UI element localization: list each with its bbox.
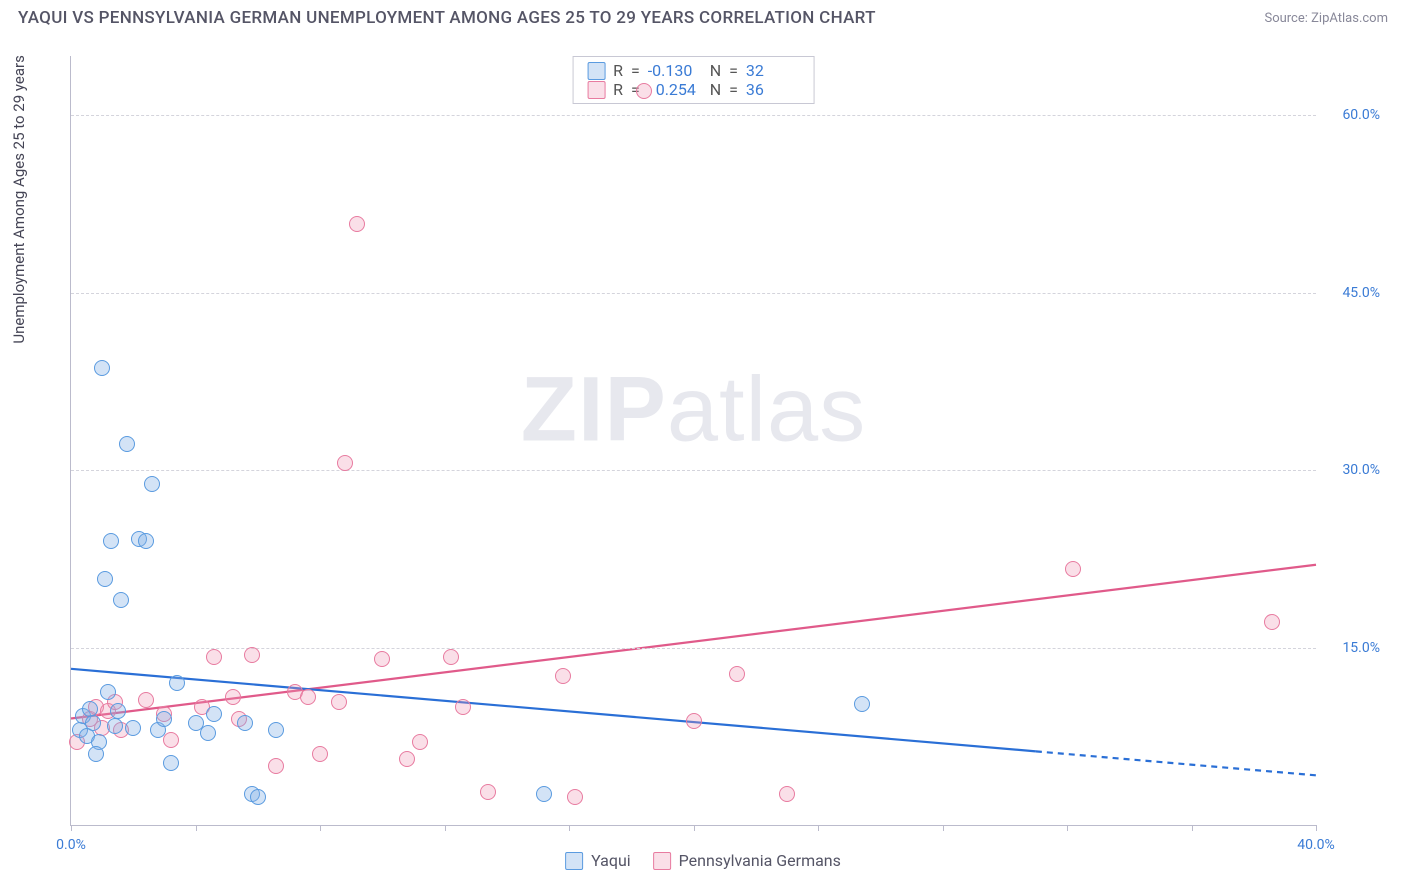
scatter-point: [200, 725, 216, 741]
scatter-point: [536, 786, 552, 802]
r-value-penn: 0.254: [648, 80, 702, 99]
y-axis-label: Unemployment Among Ages 25 to 29 years: [10, 55, 28, 343]
scatter-point: [1264, 614, 1280, 630]
scatter-point: [331, 694, 347, 710]
legend-item-yaqui: Yaqui: [565, 851, 631, 870]
trend-line: [1036, 751, 1316, 775]
scatter-point: [455, 699, 471, 715]
gridline: [71, 470, 1316, 471]
scatter-point: [138, 533, 154, 549]
scatter-point: [250, 789, 266, 805]
scatter-point: [374, 651, 390, 667]
scatter-point: [729, 666, 745, 682]
scatter-point: [312, 746, 328, 762]
scatter-point: [107, 718, 123, 734]
y-tick-label: 60.0%: [1322, 107, 1380, 123]
chart-container: Unemployment Among Ages 25 to 29 years Z…: [18, 44, 1388, 874]
scatter-point: [349, 216, 365, 232]
legend-label-yaqui: Yaqui: [591, 851, 631, 870]
stats-row-yaqui: R = -0.130 N = 32: [587, 61, 800, 80]
x-tick: [71, 825, 72, 831]
swatch-yaqui-icon: [587, 62, 605, 80]
r-value-yaqui: -0.130: [648, 61, 702, 80]
x-tick: [445, 825, 446, 831]
y-tick-label: 30.0%: [1322, 462, 1380, 478]
n-label: N: [710, 61, 721, 80]
scatter-point: [300, 689, 316, 705]
r-label: R: [613, 61, 623, 80]
scatter-point: [206, 649, 222, 665]
stats-legend-box: R = -0.130 N = 32 R = 0.254 N = 36: [572, 56, 815, 104]
scatter-point: [854, 696, 870, 712]
scatter-point: [110, 703, 126, 719]
scatter-point: [779, 786, 795, 802]
n-value-yaqui: 32: [746, 61, 800, 80]
x-tick: [1192, 825, 1193, 831]
scatter-point: [138, 692, 154, 708]
x-tick: [1067, 825, 1068, 831]
scatter-point: [1065, 561, 1081, 577]
x-tick: [196, 825, 197, 831]
scatter-point: [94, 360, 110, 376]
scatter-point: [225, 689, 241, 705]
watermark: ZIPatlas: [521, 357, 866, 462]
x-tick: [818, 825, 819, 831]
scatter-point: [103, 533, 119, 549]
scatter-point: [268, 722, 284, 738]
scatter-point: [480, 784, 496, 800]
scatter-point: [244, 647, 260, 663]
scatter-point: [206, 706, 222, 722]
swatch-penn-icon: [587, 81, 605, 99]
scatter-point: [156, 711, 172, 727]
scatter-point: [100, 684, 116, 700]
x-tick-label: 40.0%: [1297, 837, 1335, 853]
scatter-point: [125, 720, 141, 736]
gridline: [71, 115, 1316, 116]
scatter-point: [113, 592, 129, 608]
scatter-point: [555, 668, 571, 684]
x-tick-label: 0.0%: [56, 837, 86, 853]
scatter-point: [169, 675, 185, 691]
x-tick: [943, 825, 944, 831]
x-tick: [694, 825, 695, 831]
gridline: [71, 293, 1316, 294]
scatter-point: [163, 755, 179, 771]
scatter-point: [85, 715, 101, 731]
scatter-point: [399, 751, 415, 767]
scatter-point: [337, 455, 353, 471]
legend-label-penn: Pennsylvania Germans: [679, 851, 841, 870]
scatter-point: [97, 571, 113, 587]
gridline: [71, 648, 1316, 649]
scatter-point: [412, 734, 428, 750]
legend-item-penn: Pennsylvania Germans: [653, 851, 841, 870]
scatter-point: [119, 436, 135, 452]
x-tick: [569, 825, 570, 831]
scatter-point: [443, 649, 459, 665]
x-tick: [320, 825, 321, 831]
scatter-point: [88, 746, 104, 762]
trend-lines-layer: [71, 56, 1316, 825]
chart-title: YAQUI VS PENNSYLVANIA GERMAN UNEMPLOYMEN…: [18, 8, 876, 28]
swatch-penn-icon: [653, 852, 671, 870]
y-tick-label: 45.0%: [1322, 285, 1380, 301]
trend-line: [71, 565, 1316, 719]
scatter-point: [144, 476, 160, 492]
swatch-yaqui-icon: [565, 852, 583, 870]
x-tick: [1316, 825, 1317, 831]
scatter-point: [636, 83, 652, 99]
scatter-point: [268, 758, 284, 774]
y-tick-label: 15.0%: [1322, 640, 1380, 656]
scatter-point: [567, 789, 583, 805]
bottom-legend: Yaqui Pennsylvania Germans: [565, 851, 841, 870]
source-attribution: Source: ZipAtlas.com: [1264, 11, 1388, 26]
stats-row-penn: R = 0.254 N = 36: [587, 80, 800, 99]
plot-area: ZIPatlas R = -0.130 N = 32 R = 0.254 N =…: [70, 56, 1316, 826]
scatter-point: [686, 713, 702, 729]
scatter-point: [237, 715, 253, 731]
n-value-penn: 36: [746, 80, 800, 99]
